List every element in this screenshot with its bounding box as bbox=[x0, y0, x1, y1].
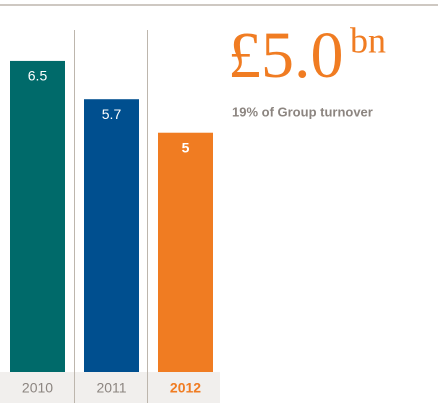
x-tick-label: 2010 bbox=[22, 380, 53, 396]
value-label: 5.7 bbox=[102, 106, 122, 122]
headline-note: 19% of Group turnover bbox=[232, 104, 373, 119]
x-tick-label: 2011 bbox=[96, 380, 126, 396]
x-tick-label: 2012 bbox=[170, 380, 201, 396]
bar bbox=[10, 60, 65, 373]
headline-unit: bn bbox=[350, 20, 386, 60]
value-label: 5 bbox=[182, 139, 190, 155]
value-label: 6.5 bbox=[28, 68, 48, 84]
headline-figure: £5.0 bbox=[228, 19, 344, 92]
bar bbox=[84, 99, 139, 372]
label-band bbox=[0, 372, 220, 403]
bar bbox=[158, 132, 213, 372]
